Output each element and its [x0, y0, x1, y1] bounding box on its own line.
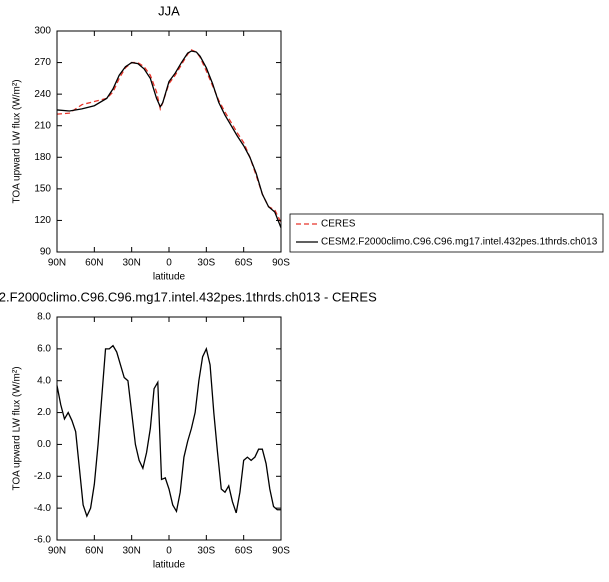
y-tick-label: -4.0 — [34, 503, 52, 514]
plot-frame — [56, 30, 282, 253]
y-tick-label: 180 — [34, 152, 51, 163]
y-tick-label: 240 — [34, 89, 51, 100]
x-axis-label: latitude — [153, 272, 186, 283]
x-tick-label: 90S — [272, 258, 290, 269]
x-tick-label: 30N — [122, 258, 140, 269]
y-tick-label: 90 — [40, 247, 52, 258]
x-tick-label: 90N — [48, 258, 66, 269]
y-tick-label: 6.0 — [37, 343, 51, 354]
x-tick-label: 90N — [48, 546, 66, 557]
y-tick-label: 120 — [34, 215, 51, 226]
data-line — [56, 344, 281, 518]
y-tick-label: 4.0 — [37, 375, 51, 386]
chart-title: JJA — [158, 3, 180, 18]
y-tick-label: -6.0 — [34, 535, 52, 546]
legend-label: CERES — [321, 219, 356, 230]
chart-title: CESM2.F2000climo.C96.C96.mg17.intel.432p… — [0, 289, 377, 304]
y-axis-label: TOA upward LW flux (W/m²) — [12, 79, 23, 203]
data-line — [56, 49, 282, 223]
data-line — [56, 50, 282, 229]
x-tick-label: 30S — [197, 258, 215, 269]
x-tick-label: 30S — [197, 546, 215, 557]
y-tick-label: 270 — [34, 57, 51, 68]
legend-label: CESM2.F2000climo.C96.C96.mg17.intel.432p… — [321, 237, 598, 248]
x-tick-label: 60N — [85, 546, 103, 557]
x-tick-label: 60S — [235, 546, 253, 557]
x-tick-label: 90S — [272, 546, 290, 557]
legend-box — [289, 213, 604, 253]
x-tick-label: 60N — [85, 258, 103, 269]
x-tick-label: 60S — [235, 258, 253, 269]
y-tick-label: 0.0 — [37, 439, 51, 450]
y-tick-label: 2.0 — [37, 407, 51, 418]
y-tick-label: 300 — [34, 26, 51, 37]
y-tick-label: 8.0 — [37, 312, 51, 323]
x-axis-label: latitude — [153, 560, 186, 571]
x-tick-label: 0 — [166, 546, 172, 557]
y-tick-label: 150 — [34, 183, 51, 194]
y-axis-label: TOA upward LW flux (W/m²) — [12, 366, 23, 490]
y-tick-label: -2.0 — [34, 471, 52, 482]
x-tick-label: 30N — [122, 546, 140, 557]
x-tick-label: 0 — [166, 258, 172, 269]
y-tick-label: 210 — [34, 120, 51, 131]
